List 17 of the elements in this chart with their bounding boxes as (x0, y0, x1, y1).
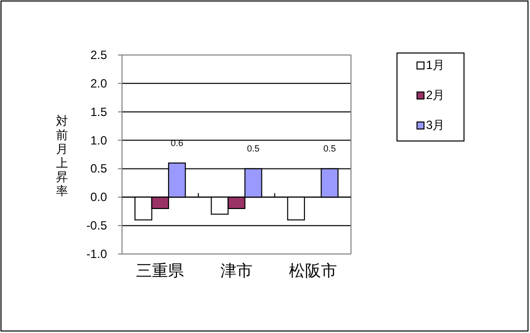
y-tick-label: 2.5 (90, 48, 108, 62)
y-tick-label: 1.0 (90, 133, 108, 148)
legend-label: 2月 (426, 88, 445, 102)
x-tick-label: 津市 (220, 262, 252, 280)
legend-label: 3月 (426, 118, 445, 132)
y-tick-label: 1.5 (90, 104, 108, 119)
y-tick-label: -1.0 (86, 247, 108, 261)
x-tick-label: 松阪市 (288, 262, 337, 280)
y-tick-label: 2.0 (90, 76, 108, 90)
x-tick-label: 三重県 (136, 262, 184, 280)
y-tick-label: 0.0 (90, 190, 108, 204)
y-tick-label: 0.5 (90, 162, 108, 176)
legend-label: 1月 (426, 58, 445, 72)
y-tick-label: -0.5 (86, 218, 108, 233)
data-label: 0.5 (323, 144, 336, 154)
data-label: 0.5 (247, 144, 260, 154)
y-axis-title: 対前月上昇率 (56, 114, 68, 198)
